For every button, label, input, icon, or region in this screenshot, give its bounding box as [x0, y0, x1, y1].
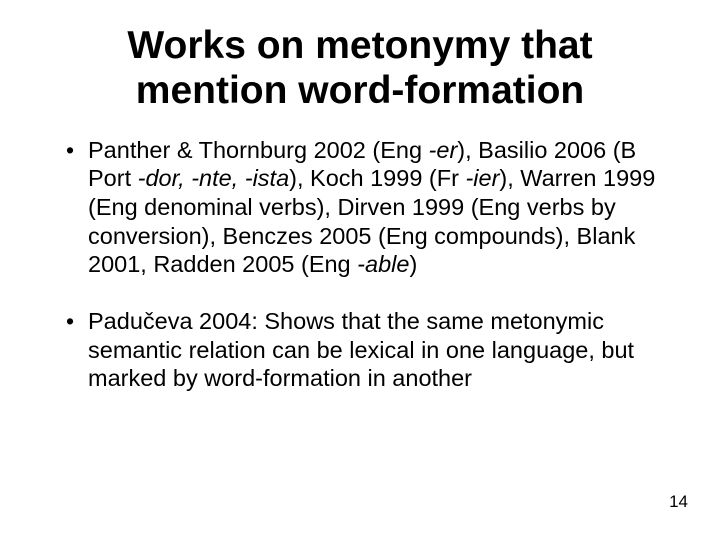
bullet-list: Panther & Thornburg 2002 (Eng -er), Basi… — [48, 136, 672, 393]
list-item: Panther & Thornburg 2002 (Eng -er), Basi… — [66, 136, 672, 279]
text-segment: ), Koch 1999 (Fr — [289, 165, 465, 191]
italic-text: -able — [357, 251, 409, 277]
text-segment: Panther & Thornburg 2002 (Eng — [88, 137, 429, 163]
italic-text: -dor, -nte, -ista — [138, 165, 290, 191]
slide-title: Works on metonymy that mention word-form… — [48, 24, 672, 114]
italic-text: -er — [429, 137, 458, 163]
italic-text: -ier — [465, 165, 499, 191]
text-segment: ) — [409, 251, 417, 277]
list-item: Padučeva 2004: Shows that the same meton… — [66, 307, 672, 393]
slide: Works on metonymy that mention word-form… — [0, 0, 720, 540]
slide-number: 14 — [669, 492, 688, 512]
